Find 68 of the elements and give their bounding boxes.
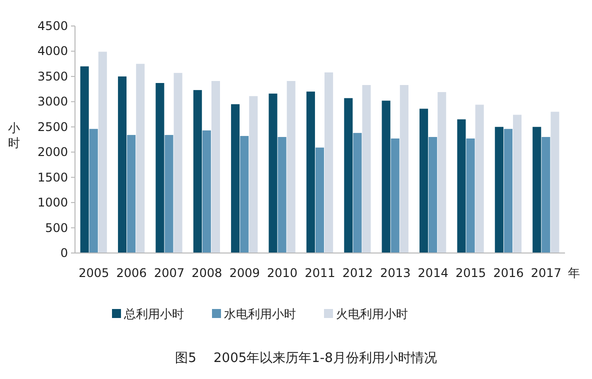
y-tick-label: 3000: [37, 94, 68, 109]
bar: [211, 80, 220, 253]
bar: [89, 128, 98, 253]
bar: [390, 138, 400, 253]
bar: [164, 134, 174, 253]
bar: [98, 52, 107, 253]
y-tick-label: 3500: [37, 69, 68, 84]
bar: [315, 148, 324, 253]
bar: [512, 114, 522, 253]
bar: [286, 80, 296, 253]
x-tick-label: 2017: [530, 266, 562, 280]
bar: [344, 98, 353, 253]
bar: [362, 85, 371, 253]
x-tick-label: 2010: [267, 266, 298, 280]
x-tick-label: 2013: [380, 266, 411, 280]
bar: [382, 100, 390, 253]
bar: [136, 64, 145, 253]
y-tick-label: 1500: [37, 170, 68, 184]
y-tick-label: 0: [60, 246, 68, 260]
bar: [466, 138, 475, 253]
bar: [156, 83, 164, 253]
bar: [80, 66, 89, 253]
x-tick-label: 2009: [229, 266, 260, 280]
x-tick-label: 2008: [192, 266, 222, 280]
bar: [475, 104, 484, 253]
legend-label: 总利用小时: [123, 307, 184, 321]
legend-label: 火电利用小时: [336, 307, 408, 321]
bar: [127, 134, 136, 253]
legend-label: 水电利用小时: [224, 307, 296, 321]
y-axis-title: 小时: [8, 121, 20, 150]
x-axis-title: 年: [568, 266, 580, 280]
x-tick-label: 2005: [78, 266, 110, 280]
x-tick-label: 2012: [342, 266, 373, 280]
y-tick-label: 1000: [37, 196, 68, 210]
bar: [428, 136, 438, 253]
bar: [118, 76, 127, 253]
bar: [542, 136, 550, 253]
bar: [174, 72, 182, 253]
bar: [550, 112, 560, 253]
x-tick-label: 2007: [154, 266, 185, 280]
bar: [240, 136, 249, 253]
bar: [457, 119, 466, 253]
bar: [353, 132, 362, 253]
bar: [420, 108, 428, 253]
bar: [202, 130, 211, 253]
x-tick-label: 2006: [116, 266, 147, 280]
text: 图5 2005年以来历年1-8月份利用小时情况: [175, 351, 437, 366]
y-tick-label: 2500: [37, 120, 68, 134]
x-tick-label: 2016: [493, 266, 524, 280]
y-tick-label: 2000: [37, 145, 68, 160]
y-tick-label: 500: [45, 220, 68, 235]
bar: [494, 126, 504, 253]
bar: [438, 92, 446, 253]
bar: [278, 136, 286, 253]
y-tick-label: 4500: [37, 19, 68, 33]
x-tick-label: 2014: [418, 266, 448, 280]
x-tick-label: 2011: [304, 266, 336, 280]
bar: [306, 92, 315, 253]
bar: [268, 94, 278, 253]
bar: [400, 85, 408, 253]
bar: [249, 96, 258, 253]
bar: [193, 90, 202, 253]
bar: [532, 126, 542, 253]
y-tick-label: 4000: [37, 44, 68, 58]
x-tick-label: 2015: [455, 266, 486, 280]
bar: [504, 128, 512, 253]
bar: [324, 72, 334, 253]
bar: [231, 104, 240, 253]
